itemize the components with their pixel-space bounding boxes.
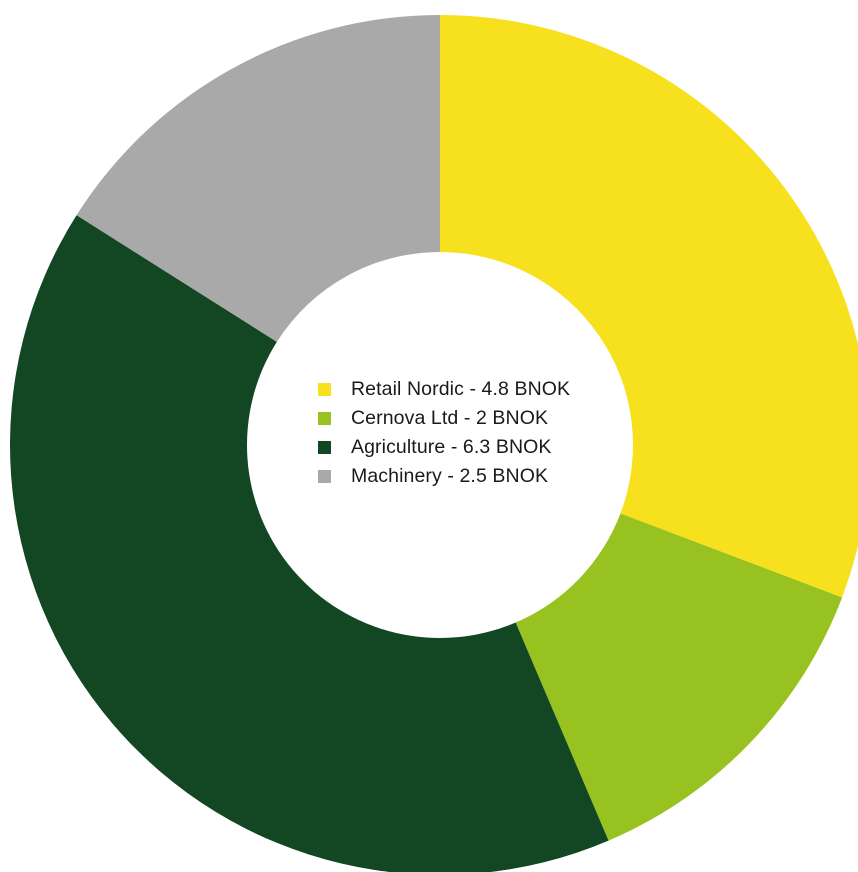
legend-label-retail-nordic: Retail Nordic - 4.8 BNOK: [351, 378, 571, 400]
donut-slices: [10, 15, 858, 872]
legend-item-cernova-ltd: Cernova Ltd - 2 BNOK: [318, 404, 648, 433]
legend-item-agriculture: Agriculture - 6.3 BNOK: [318, 433, 648, 462]
legend-label-machinery: Machinery - 2.5 BNOK: [351, 465, 549, 487]
slice-retail-nordic: [440, 15, 858, 598]
legend-item-machinery: Machinery - 2.5 BNOK: [318, 462, 648, 491]
legend-label-cernova-ltd: Cernova Ltd - 2 BNOK: [351, 407, 549, 429]
slice-cernova-ltd: [515, 513, 843, 841]
chart-legend: Retail Nordic - 4.8 BNOK Cernova Ltd - 2…: [318, 375, 648, 491]
legend-swatch-agriculture: [318, 441, 331, 454]
legend-item-retail-nordic: Retail Nordic - 4.8 BNOK: [318, 375, 648, 404]
slice-machinery: [76, 15, 440, 342]
legend-swatch-cernova-ltd: [318, 412, 331, 425]
legend-swatch-retail-nordic: [318, 383, 331, 396]
slice-agriculture: [10, 215, 609, 872]
legend-swatch-machinery: [318, 470, 331, 483]
legend-label-agriculture: Agriculture - 6.3 BNOK: [351, 436, 552, 458]
